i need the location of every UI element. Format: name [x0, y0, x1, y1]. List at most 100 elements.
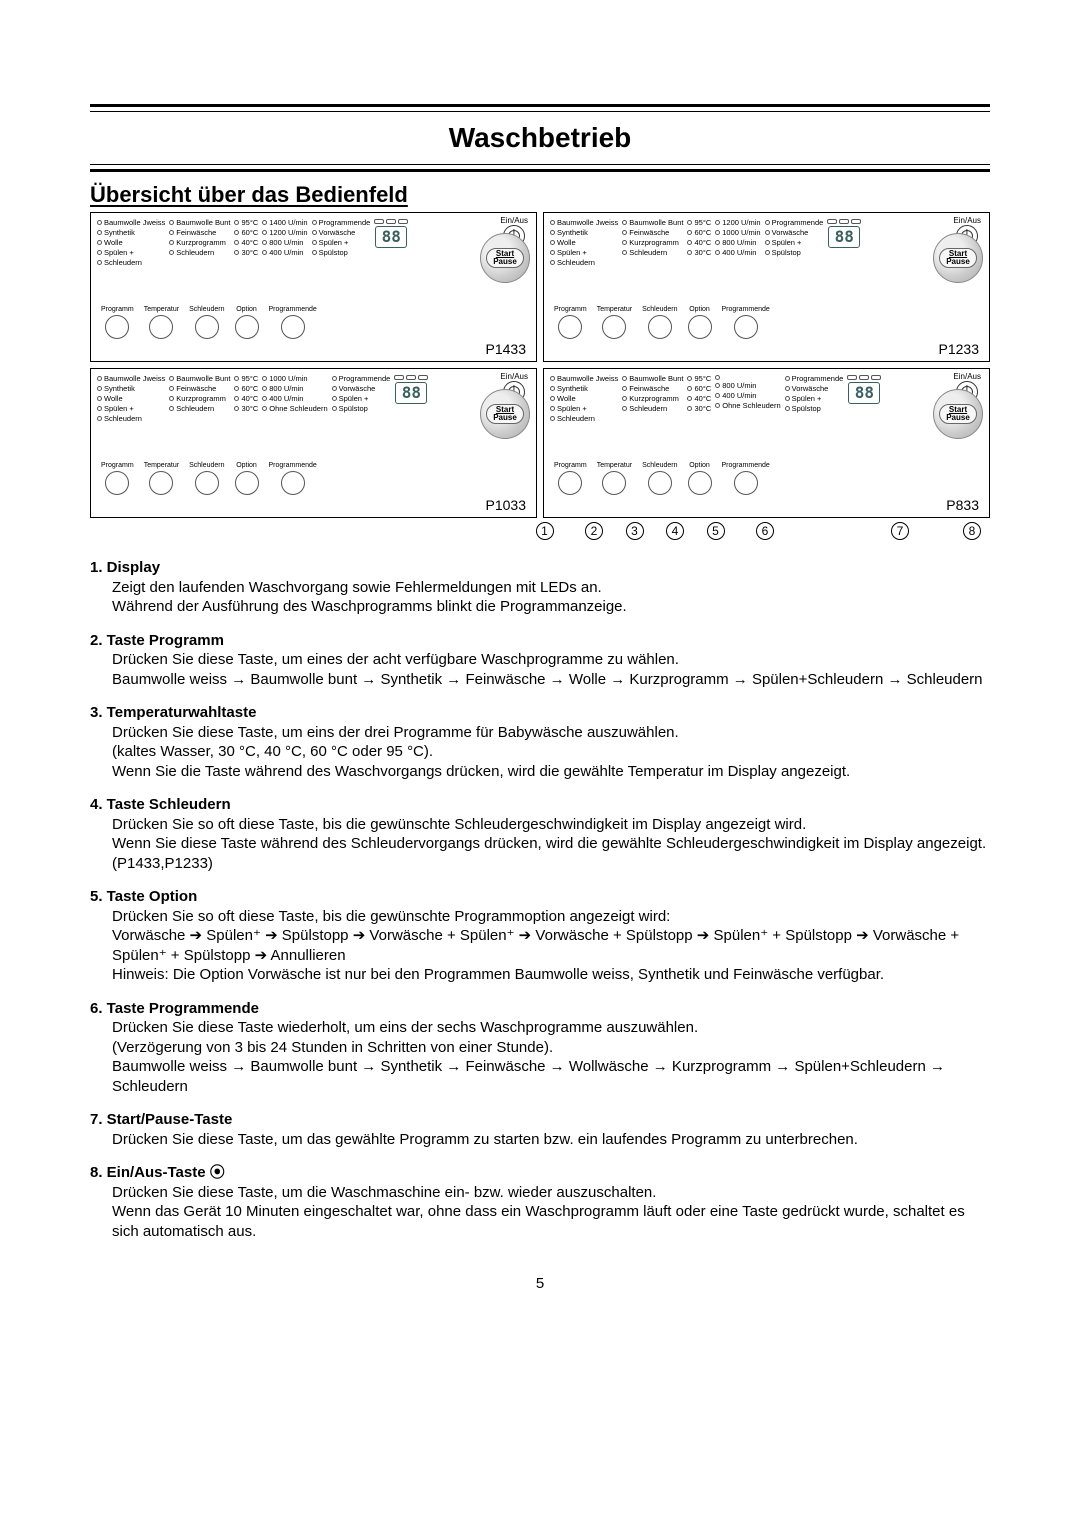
page: Waschbetrieb Übersicht über das Bedienfe…	[90, 0, 990, 1332]
rule-top-2	[90, 111, 990, 112]
callout-7: 7	[891, 522, 909, 540]
round-button[interactable]	[149, 315, 173, 339]
einaus-label: Ein/Aus	[953, 373, 981, 381]
item-body: Drücken Sie diese Taste, um eines der ac…	[90, 650, 990, 689]
callout-1: 1	[536, 522, 554, 540]
item-head: 4. Taste Schleudern	[90, 795, 990, 815]
round-button[interactable]	[734, 471, 758, 495]
round-button[interactable]	[558, 315, 582, 339]
btn-label: Option	[689, 462, 710, 469]
callout-row: 12345678	[90, 520, 990, 544]
round-button[interactable]	[648, 315, 672, 339]
round-button[interactable]	[195, 471, 219, 495]
btn-label: Schleudern	[189, 462, 224, 469]
btn-label: Temperatur	[597, 462, 632, 469]
model-label: P1433	[486, 342, 526, 357]
round-button[interactable]	[734, 315, 758, 339]
round-button[interactable]	[602, 471, 626, 495]
round-button[interactable]	[558, 471, 582, 495]
start-pause-dial[interactable]: StartPause	[933, 389, 983, 439]
callout-8: 8	[963, 522, 981, 540]
start-pause-dial[interactable]: StartPause	[933, 233, 983, 283]
item-head: 2. Taste Programm	[90, 631, 990, 651]
btn-label: Programmende	[269, 306, 317, 313]
item-body: Drücken Sie diese Taste wiederholt, um e…	[90, 1018, 990, 1096]
btn-label: Schleudern	[642, 462, 677, 469]
round-button[interactable]	[195, 315, 219, 339]
callout-4: 4	[666, 522, 684, 540]
round-button[interactable]	[281, 315, 305, 339]
numbered-list: 1. Display Zeigt den laufenden Waschvorg…	[90, 558, 990, 1241]
panel-P1433: Ein/Aus Baumwolle JweissSynthetikWolleSp…	[90, 212, 537, 362]
list-item: 5. Taste Option Drücken Sie so oft diese…	[90, 887, 990, 985]
page-number: 5	[90, 1255, 990, 1292]
list-item: 7. Start/Pause-Taste Drücken Sie diese T…	[90, 1110, 990, 1149]
btn-label: Option	[236, 306, 257, 313]
button-row: Programm Temperatur Schleudern Option Pr…	[554, 306, 770, 339]
panel-top-strip: Baumwolle JweissSynthetikWolleSpülen +Sc…	[97, 375, 530, 439]
list-item: 3. Temperaturwahltaste Drücken Sie diese…	[90, 703, 990, 781]
btn-label: Option	[236, 462, 257, 469]
round-button[interactable]	[105, 471, 129, 495]
item-body: Drücken Sie diese Taste, um eins der dre…	[90, 723, 990, 782]
start-pause-dial[interactable]: StartPause	[480, 389, 530, 439]
einaus-label: Ein/Aus	[953, 217, 981, 225]
callout-2: 2	[585, 522, 603, 540]
callout-3: 3	[626, 522, 644, 540]
btn-label: Temperatur	[144, 306, 179, 313]
btn-label: Programm	[554, 306, 587, 313]
btn-label: Schleudern	[642, 306, 677, 313]
item-head: 3. Temperaturwahltaste	[90, 703, 990, 723]
btn-label: Programmende	[722, 306, 770, 313]
item-head: 7. Start/Pause-Taste	[90, 1110, 990, 1130]
section-title: Übersicht über das Bedienfeld	[90, 176, 990, 212]
btn-label: Programmende	[722, 462, 770, 469]
list-item: 6. Taste Programmende Drücken Sie diese …	[90, 999, 990, 1097]
btn-label: Temperatur	[144, 462, 179, 469]
seven-seg: 88	[848, 382, 880, 404]
panel-top-strip: Baumwolle JweissSynthetikWolleSpülen +Sc…	[550, 375, 983, 439]
round-button[interactable]	[688, 315, 712, 339]
btn-label: Programm	[101, 462, 134, 469]
round-button[interactable]	[105, 315, 129, 339]
item-body: Drücken Sie diese Taste, um die Waschmas…	[90, 1183, 990, 1242]
rule-top-1	[90, 104, 990, 107]
seven-seg: 88	[828, 226, 860, 248]
item-body: Zeigt den laufenden Waschvorgang sowie F…	[90, 578, 990, 617]
btn-label: Programm	[554, 462, 587, 469]
seven-seg: 88	[375, 226, 407, 248]
round-button[interactable]	[149, 471, 173, 495]
item-body: Drücken Sie so oft diese Taste, bis die …	[90, 815, 990, 874]
item-head: 6. Taste Programmende	[90, 999, 990, 1019]
item-body: Drücken Sie diese Taste, um das gewählte…	[90, 1130, 990, 1150]
model-label: P1233	[939, 342, 979, 357]
model-label: P1033	[486, 498, 526, 513]
panel-P1233: Ein/Aus Baumwolle JweissSynthetikWolleSp…	[543, 212, 990, 362]
btn-label: Programmende	[269, 462, 317, 469]
round-button[interactable]	[688, 471, 712, 495]
list-item: 1. Display Zeigt den laufenden Waschvorg…	[90, 558, 990, 617]
round-button[interactable]	[648, 471, 672, 495]
einaus-label: Ein/Aus	[500, 217, 528, 225]
panel-P833: Ein/Aus Baumwolle JweissSynthetikWolleSp…	[543, 368, 990, 518]
panel-top-strip: Baumwolle JweissSynthetikWolleSpülen +Sc…	[97, 219, 530, 283]
rule-top-4	[90, 169, 990, 172]
btn-label: Temperatur	[597, 306, 632, 313]
list-item: 2. Taste Programm Drücken Sie diese Tast…	[90, 631, 990, 690]
list-item: 4. Taste Schleudern Drücken Sie so oft d…	[90, 795, 990, 873]
button-row: Programm Temperatur Schleudern Option Pr…	[101, 462, 317, 495]
rule-top-3	[90, 164, 990, 165]
list-item: 8. Ein/Aus-Taste ⦿ Drücken Sie diese Tas…	[90, 1163, 990, 1241]
model-label: P833	[946, 498, 979, 513]
round-button[interactable]	[602, 315, 626, 339]
round-button[interactable]	[235, 471, 259, 495]
panel-P1033: Ein/Aus Baumwolle JweissSynthetikWolleSp…	[90, 368, 537, 518]
round-button[interactable]	[235, 315, 259, 339]
seven-seg: 88	[395, 382, 427, 404]
round-button[interactable]	[281, 471, 305, 495]
callout-6: 6	[756, 522, 774, 540]
item-head: 8. Ein/Aus-Taste ⦿	[90, 1163, 990, 1183]
start-pause-dial[interactable]: StartPause	[480, 233, 530, 283]
einaus-label: Ein/Aus	[500, 373, 528, 381]
button-row: Programm Temperatur Schleudern Option Pr…	[554, 462, 770, 495]
